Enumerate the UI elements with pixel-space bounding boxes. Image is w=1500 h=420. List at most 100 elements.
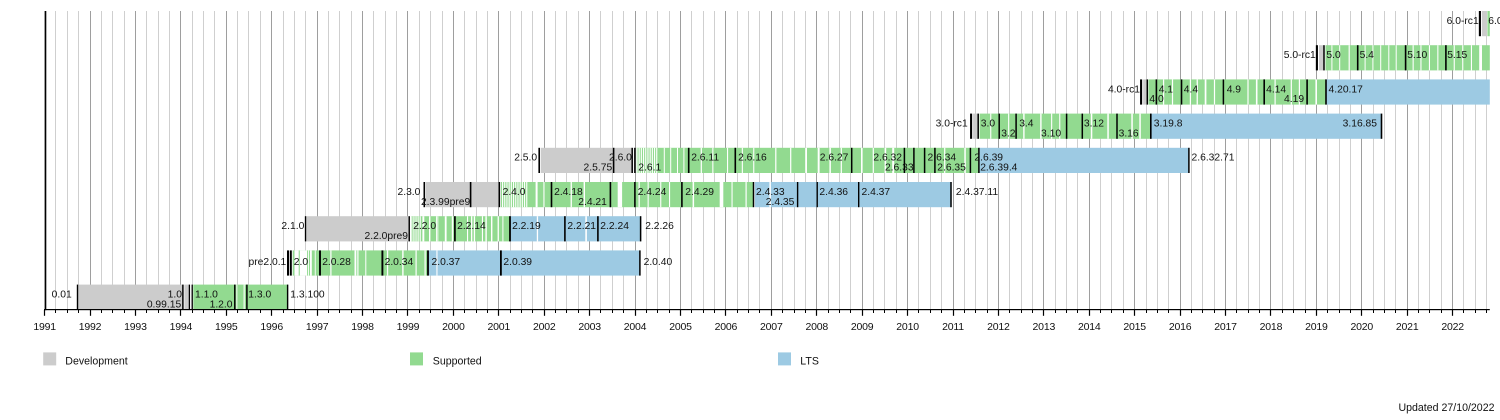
svg-text:2.6.11: 2.6.11 [691,153,719,164]
svg-text:1.2.0: 1.2.0 [210,299,233,310]
svg-text:2.4.35: 2.4.35 [766,197,795,208]
svg-text:2010: 2010 [896,321,919,333]
svg-text:LTS: LTS [800,355,819,367]
svg-text:2.1.0: 2.1.0 [281,221,304,232]
svg-text:3.2: 3.2 [1001,128,1016,139]
svg-text:4.0: 4.0 [1149,94,1164,105]
svg-text:2.4.24: 2.4.24 [638,187,667,198]
svg-text:6.0: 6.0 [1488,16,1500,27]
svg-text:2.0.39: 2.0.39 [503,257,532,268]
svg-text:4.14: 4.14 [1266,84,1286,95]
svg-text:1996: 1996 [260,321,283,333]
svg-text:5.4: 5.4 [1360,50,1375,61]
svg-text:2022: 2022 [1441,321,1464,333]
svg-text:5.0: 5.0 [1326,50,1341,61]
svg-text:2.4.21: 2.4.21 [578,197,607,208]
svg-text:2.0.28: 2.0.28 [322,257,351,268]
svg-text:2007: 2007 [760,321,783,333]
svg-text:pre2.0.1: pre2.0.1 [249,257,287,268]
svg-text:3.16: 3.16 [1119,128,1139,139]
svg-text:3.16.85: 3.16.85 [1343,119,1378,130]
svg-text:2.4.29: 2.4.29 [685,187,714,198]
svg-text:5.10: 5.10 [1407,50,1427,61]
svg-text:4.20.17: 4.20.17 [1329,84,1364,95]
svg-text:2004: 2004 [624,321,647,333]
svg-text:Updated 27/10/2022: Updated 27/10/2022 [1398,402,1494,414]
svg-text:2019: 2019 [1305,321,1328,333]
svg-text:1.1.0: 1.1.0 [195,290,218,301]
svg-text:2006: 2006 [715,321,738,333]
svg-text:1997: 1997 [306,321,329,333]
svg-text:1998: 1998 [351,321,374,333]
svg-text:2.2.24: 2.2.24 [600,221,629,232]
svg-text:2.4.0: 2.4.0 [503,187,526,198]
svg-text:3.0: 3.0 [981,119,996,130]
svg-text:2021: 2021 [1396,321,1419,333]
svg-text:2003: 2003 [578,321,601,333]
svg-text:2.2.0: 2.2.0 [413,221,436,232]
svg-text:2.6.32.71: 2.6.32.71 [1192,153,1235,164]
svg-text:2.5.75: 2.5.75 [584,163,613,174]
svg-text:2001: 2001 [488,321,511,333]
svg-text:2020: 2020 [1350,321,1373,333]
svg-text:3.12: 3.12 [1084,119,1104,130]
svg-text:0.01: 0.01 [52,290,72,301]
svg-text:2018: 2018 [1260,321,1283,333]
svg-text:1991: 1991 [33,321,56,333]
svg-text:3.10: 3.10 [1041,128,1061,139]
svg-text:2000: 2000 [442,321,465,333]
svg-text:4.1: 4.1 [1159,84,1174,95]
svg-text:2.6.35: 2.6.35 [937,163,966,174]
svg-text:2.4.33: 2.4.33 [756,187,785,198]
svg-text:2.4.36: 2.4.36 [819,187,848,198]
svg-text:2.4.18: 2.4.18 [554,187,583,198]
svg-text:2.6.34: 2.6.34 [928,153,957,164]
svg-text:2.4.37: 2.4.37 [862,187,891,198]
svg-text:4.0-rc1: 4.0-rc1 [1108,84,1140,95]
svg-text:6.0-rc1: 6.0-rc1 [1447,16,1479,27]
svg-text:4.9: 4.9 [1227,84,1242,95]
svg-text:1.0: 1.0 [168,290,183,301]
svg-text:3.0-rc1: 3.0-rc1 [936,119,968,130]
svg-text:2015: 2015 [1123,321,1146,333]
svg-text:5.15: 5.15 [1447,50,1467,61]
svg-text:3.4: 3.4 [1019,119,1034,130]
svg-text:Supported: Supported [433,355,482,367]
svg-text:1992: 1992 [79,321,102,333]
svg-text:3.19.8: 3.19.8 [1154,119,1183,130]
svg-text:2.2.21: 2.2.21 [567,221,596,232]
svg-text:2.3.99pre9: 2.3.99pre9 [421,197,471,208]
svg-text:1994: 1994 [170,321,193,333]
svg-text:2.6.27: 2.6.27 [820,153,849,164]
svg-text:1993: 1993 [124,321,147,333]
svg-text:2008: 2008 [805,321,828,333]
svg-text:1.3.0: 1.3.0 [248,290,271,301]
svg-text:2013: 2013 [1033,321,1056,333]
svg-text:2.0.40: 2.0.40 [644,257,673,268]
svg-text:2012: 2012 [987,321,1010,333]
svg-text:2005: 2005 [669,321,692,333]
svg-text:2.6.39.4: 2.6.39.4 [980,163,1017,174]
svg-text:2.0.37: 2.0.37 [432,257,461,268]
svg-text:4.4: 4.4 [1184,84,1199,95]
svg-text:2.0: 2.0 [294,257,309,268]
svg-text:2.2.14: 2.2.14 [457,221,486,232]
svg-text:5.0-rc1: 5.0-rc1 [1284,50,1316,61]
svg-text:2.3.0: 2.3.0 [397,187,420,198]
svg-text:4.19: 4.19 [1284,94,1304,105]
svg-text:2016: 2016 [1169,321,1192,333]
svg-text:2002: 2002 [533,321,556,333]
svg-text:2.6.33: 2.6.33 [885,163,914,174]
svg-text:2011: 2011 [942,321,964,333]
svg-text:2.0.34: 2.0.34 [385,257,414,268]
svg-text:1999: 1999 [397,321,420,333]
svg-text:1.3.100: 1.3.100 [290,290,325,301]
svg-text:Development: Development [65,355,127,367]
svg-text:2.6.1: 2.6.1 [638,163,661,174]
svg-text:2.4.37.11: 2.4.37.11 [956,187,998,198]
svg-text:2.6.16: 2.6.16 [738,153,767,164]
svg-text:2.6.32: 2.6.32 [873,153,902,164]
svg-text:2.2.26: 2.2.26 [645,221,674,232]
svg-text:2.2.0pre9: 2.2.0pre9 [364,231,408,242]
svg-text:2009: 2009 [851,321,874,333]
